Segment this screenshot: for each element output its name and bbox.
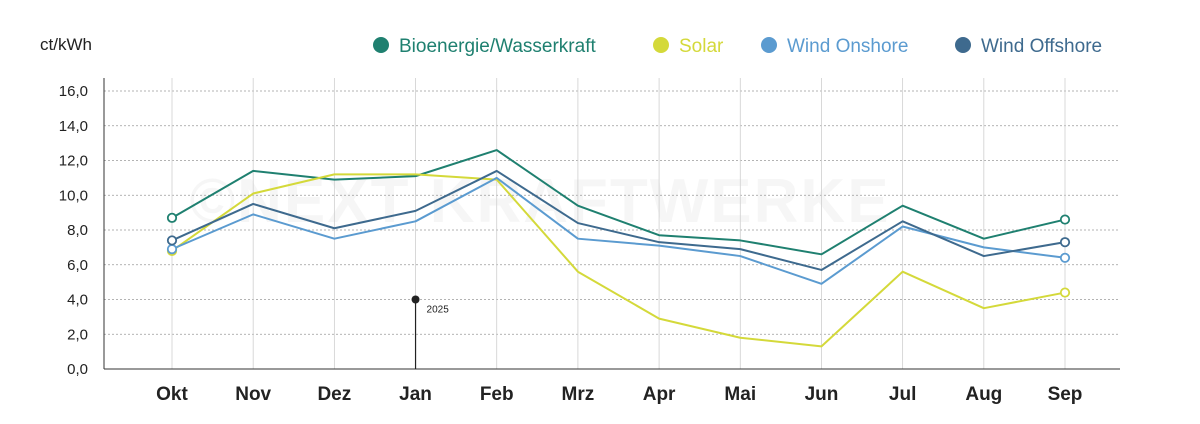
data-point-wind-offshore	[1059, 237, 1071, 248]
x-tick-label: Dez	[317, 384, 351, 405]
y-axis-label: ct/kWh	[40, 35, 92, 54]
data-point-bioenergie-wasserkraft	[166, 212, 178, 223]
y-tick-label: 2,0	[67, 326, 88, 343]
data-point-wind-onshore	[166, 244, 178, 255]
data-point-solar	[1059, 287, 1071, 298]
legend-label-bioenergie-wasserkraft: Bioenergie/Wasserkraft	[399, 36, 596, 57]
legend-marker-bioenergie-wasserkraft	[373, 37, 389, 53]
x-tick-label: Aug	[965, 384, 1002, 405]
x-tick-label: Mrz	[562, 384, 595, 405]
series-line-solar	[171, 173, 1066, 348]
x-tick-label: Okt	[156, 384, 188, 405]
data-point-wind-onshore	[1059, 252, 1071, 263]
x-tick-label: Mai	[724, 384, 756, 405]
x-tick-label: Jul	[889, 384, 916, 405]
annotation-marker: 2025	[411, 295, 450, 369]
data-point-bioenergie-wasserkraft	[1059, 214, 1071, 225]
y-tick-label: 0,0	[67, 361, 88, 378]
series-line-wind-onshore	[171, 176, 1066, 285]
y-tick-label: 8,0	[67, 222, 88, 239]
series-line-wind-offshore	[171, 169, 1066, 271]
series-group	[166, 149, 1071, 348]
annotation-dot	[411, 295, 420, 304]
data-point-wind-offshore	[166, 235, 178, 246]
grid	[104, 78, 1120, 369]
y-tick-label: 4,0	[67, 292, 88, 309]
x-axis-ticks: Okt Nov Dez Jan Feb Mrz Apr Mai Jun Jul Aug Sep	[156, 384, 1082, 405]
annotation-label: 2025	[427, 305, 450, 316]
legend-label-solar: Solar	[679, 36, 724, 57]
y-tick-label: 16,0	[59, 83, 88, 100]
legend-label-wind-onshore: Wind Onshore	[787, 36, 908, 57]
x-tick-label: Nov	[235, 384, 271, 405]
x-tick-label: Feb	[480, 384, 514, 405]
x-tick-label: Jan	[399, 384, 432, 405]
legend-marker-wind-onshore	[761, 37, 777, 53]
legend: Bioenergie/Wasserkraft Solar Wind Onshore W…	[373, 36, 1102, 57]
y-tick-label: 10,0	[59, 187, 88, 204]
x-tick-label: Sep	[1048, 384, 1083, 405]
legend-marker-solar	[653, 37, 669, 53]
x-tick-label: Apr	[643, 384, 676, 405]
watermark: ©NEXT KRAFTWERKE	[189, 167, 890, 236]
y-axis-ticks: 0,0 2,0 4,0 6,0 8,0 10,0 12,0 14,0 16,0	[59, 83, 88, 378]
legend-marker-wind-offshore	[955, 37, 971, 53]
x-tick-label: Jun	[805, 384, 839, 405]
y-tick-label: 12,0	[59, 153, 88, 170]
y-tick-label: 6,0	[67, 257, 88, 274]
legend-label-wind-offshore: Wind Offshore	[981, 36, 1102, 57]
y-tick-label: 14,0	[59, 118, 88, 135]
